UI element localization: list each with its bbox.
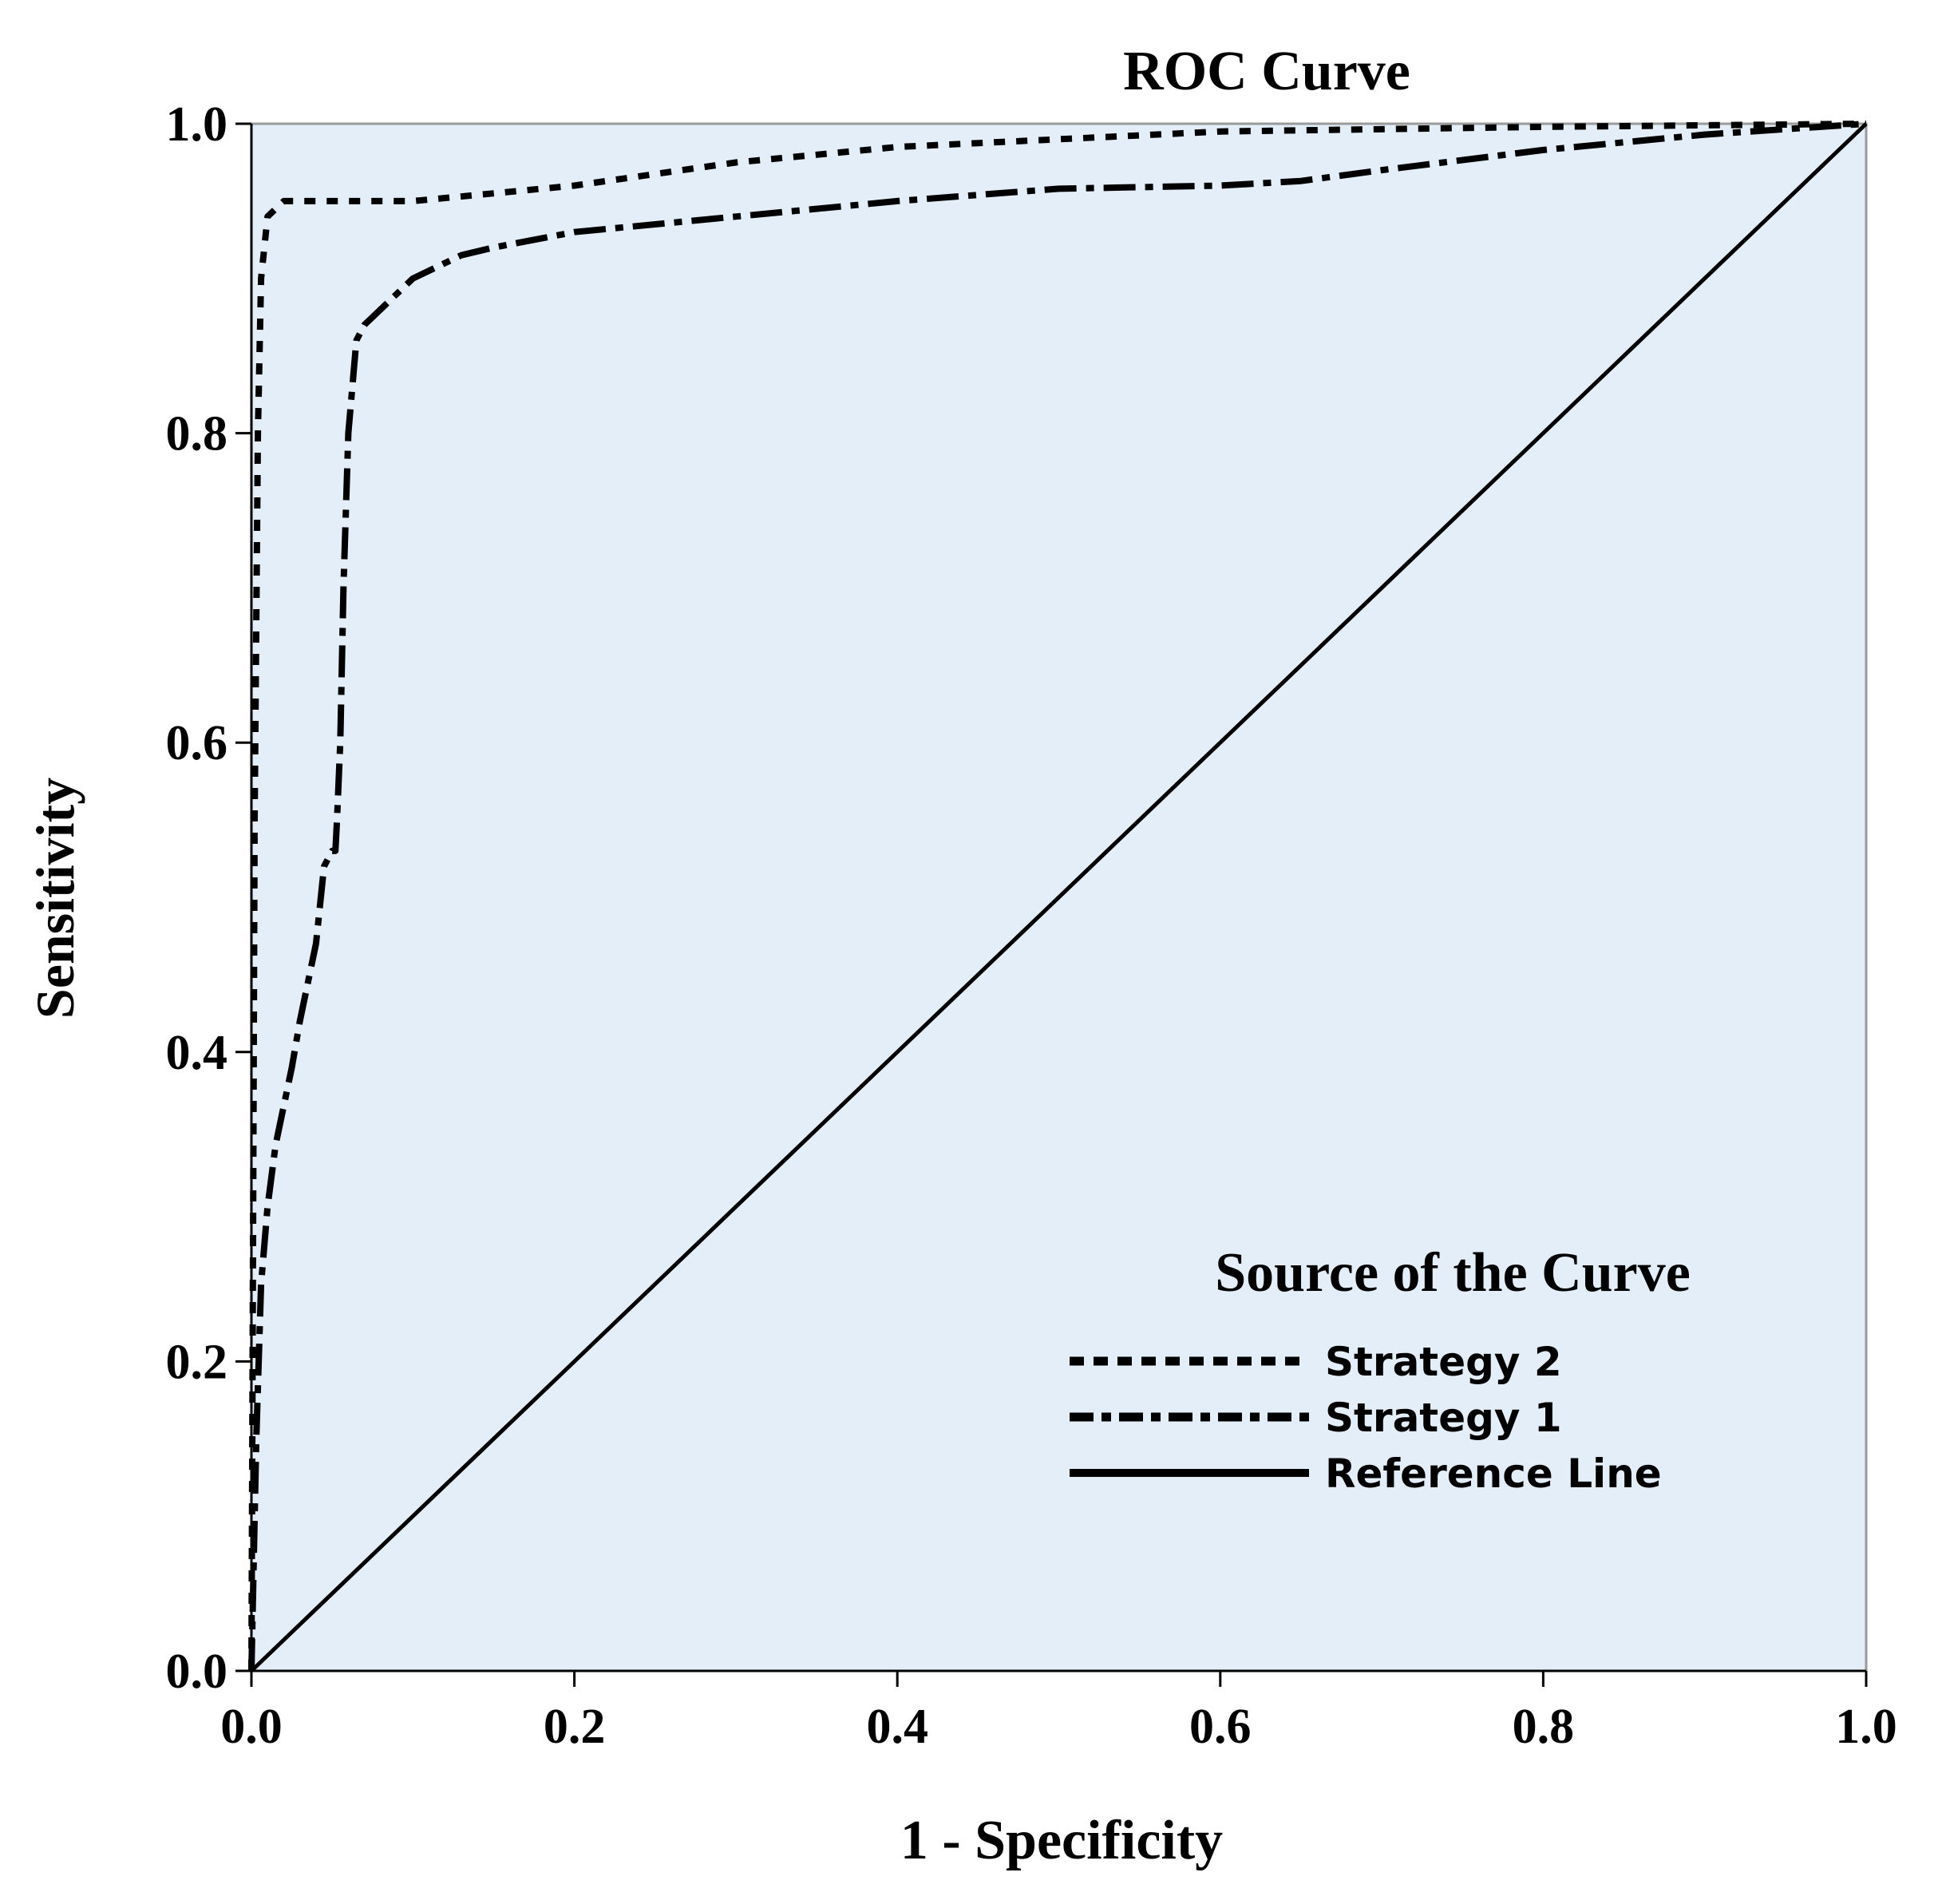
chart-title: ROC Curve xyxy=(1123,41,1410,102)
x-tick-label: 0.0 xyxy=(220,1700,283,1754)
x-axis-label: 1 - Specificity xyxy=(900,1810,1223,1871)
y-tick-label: 0.2 xyxy=(166,1335,228,1389)
axes: 0.0 0.2 0.4 0.6 0.8 1.0 0.0 0.2 0.4 0.6 0.8 1.0 xyxy=(166,97,1897,1754)
series-line-strategy-2 xyxy=(248,121,1867,1672)
y-tick-label: 0.0 xyxy=(166,1645,228,1699)
legend-label: Strategy 1 xyxy=(1325,1395,1562,1441)
y-axis-label: Sensitivity xyxy=(25,778,85,1019)
y-tick-label: 1.0 xyxy=(166,97,228,152)
legend-label: Reference Line xyxy=(1325,1451,1662,1497)
y-tick-label: 0.6 xyxy=(166,716,228,770)
y-tick-label: 0.4 xyxy=(166,1026,228,1080)
x-tick-label: 1.0 xyxy=(1835,1700,1897,1754)
y-tick-label: 0.8 xyxy=(166,407,228,461)
series-lines xyxy=(248,121,1868,1672)
x-tick-label: 0.8 xyxy=(1513,1700,1575,1754)
series-line-reference-line xyxy=(250,122,1868,1672)
legend-title: Source of the Curve xyxy=(1215,1242,1691,1304)
x-tick-label: 0.4 xyxy=(866,1700,928,1754)
series-line-strategy-1 xyxy=(248,121,1867,1672)
x-tick-label: 0.6 xyxy=(1189,1700,1252,1754)
legend: Source of the Curve Strategy 2 Strategy 1… xyxy=(1070,1242,1691,1497)
legend-label: Strategy 2 xyxy=(1325,1339,1562,1385)
x-tick-label: 0.2 xyxy=(544,1700,606,1754)
